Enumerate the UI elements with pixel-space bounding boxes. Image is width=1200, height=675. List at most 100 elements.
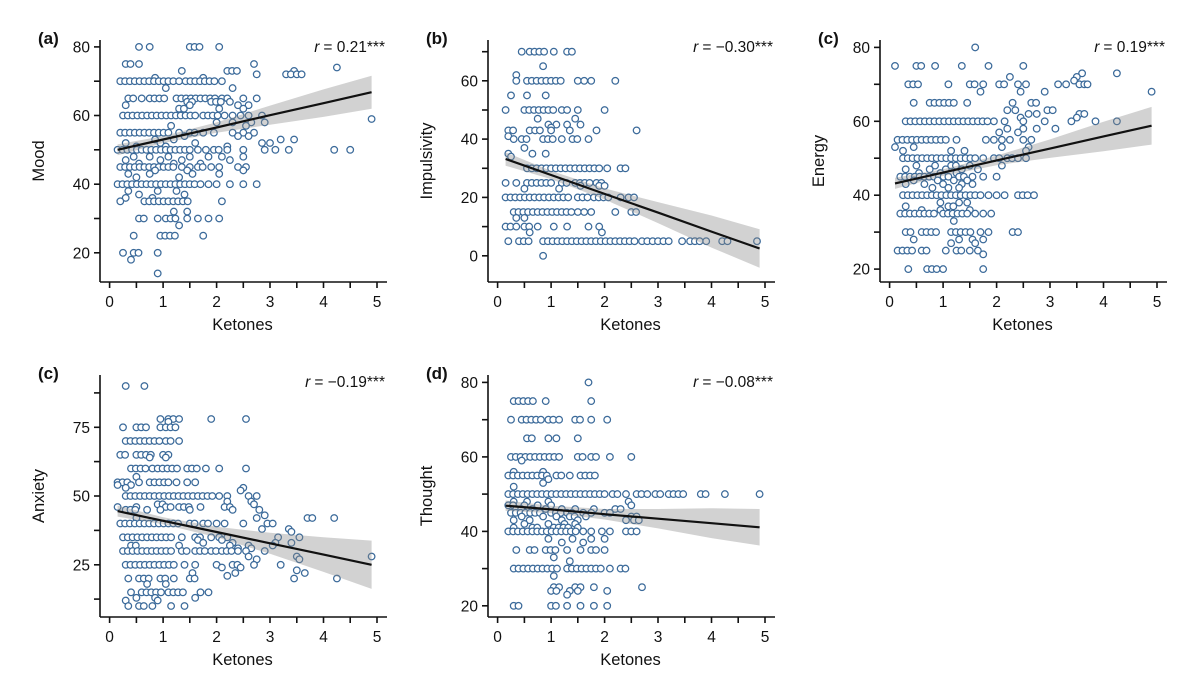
data-point [520, 213, 529, 222]
data-point [979, 209, 988, 218]
data-point [1014, 228, 1022, 237]
data-point [536, 415, 545, 424]
data-point [587, 208, 596, 216]
data-point [549, 106, 558, 114]
data-point [217, 563, 226, 572]
x-tick-label: 0 [105, 294, 114, 311]
data-point [183, 197, 192, 206]
data-point [720, 490, 729, 499]
data-point [167, 533, 176, 542]
data-point [252, 514, 261, 522]
data-point [957, 61, 966, 70]
data-point [904, 265, 913, 274]
data-point [213, 111, 222, 120]
data-point [113, 481, 122, 489]
data-point [963, 176, 972, 185]
data-point [1112, 117, 1121, 126]
data-point [611, 76, 620, 85]
data-point [175, 437, 184, 445]
data-point [952, 135, 961, 144]
data-point [242, 121, 250, 130]
data-point [576, 601, 585, 610]
data-point [983, 117, 992, 126]
data-point [901, 165, 910, 174]
data-point [242, 464, 250, 473]
data-point [643, 490, 652, 499]
data-point [1005, 72, 1014, 81]
x-axis-title: Ketones [212, 651, 273, 669]
data-point [151, 166, 160, 175]
y-tick-label: 80 [853, 40, 871, 57]
y-tick-label: 20 [73, 245, 91, 262]
data-point [1000, 117, 1009, 126]
data-point [276, 560, 285, 569]
data-point [514, 601, 523, 610]
data-point [981, 135, 990, 144]
data-point [702, 237, 711, 246]
data-point [1005, 135, 1014, 144]
scatter-points [504, 378, 764, 610]
data-point [139, 214, 148, 223]
data-point [563, 546, 572, 554]
panel-label: (d) [426, 364, 448, 383]
y-tick-label: 80 [461, 375, 479, 392]
data-point [517, 512, 526, 521]
data-point [134, 248, 143, 257]
data-point [941, 135, 950, 144]
data-point [185, 145, 194, 154]
data-point [966, 228, 975, 237]
data-point [539, 251, 548, 260]
data-point [119, 423, 127, 432]
data-point [129, 94, 138, 103]
data-point [178, 588, 187, 597]
data-point [346, 145, 355, 154]
data-point [1147, 87, 1156, 96]
panel-label: (c) [38, 364, 59, 383]
data-point [621, 564, 630, 573]
data-point [1040, 87, 1049, 96]
data-point [603, 415, 612, 424]
data-point [955, 235, 964, 244]
data-point [627, 501, 636, 510]
x-axis-title: Ketones [992, 316, 1053, 334]
data-point [984, 228, 993, 237]
data-point [217, 536, 226, 544]
data-point [509, 126, 518, 135]
data-point [939, 180, 948, 189]
data-point [260, 511, 269, 520]
data-point [995, 128, 1004, 137]
data-point [215, 104, 224, 113]
x-axis-title: Ketones [600, 651, 661, 669]
data-point [933, 176, 942, 185]
data-point [308, 514, 317, 522]
data-point [539, 512, 548, 521]
data-point [909, 98, 918, 107]
data-point [239, 519, 248, 528]
data-point [198, 163, 207, 171]
data-point [501, 178, 510, 187]
data-point [164, 478, 173, 487]
data-point [139, 602, 148, 610]
data-point [135, 478, 143, 487]
data-point [196, 588, 205, 597]
data-point [540, 47, 549, 56]
data-point [1083, 80, 1092, 89]
data-point [196, 503, 205, 511]
data-point [914, 80, 922, 89]
data-point [204, 519, 212, 528]
scatter-points [501, 47, 761, 260]
y-tick-label: 20 [461, 598, 479, 615]
data-point [548, 135, 557, 144]
data-point [195, 42, 204, 51]
data-point [1078, 69, 1087, 78]
data-point [979, 154, 988, 163]
data-point [225, 97, 234, 106]
data-point [225, 156, 234, 165]
panel-cell-d: 0 1 2 3 4 5 20 40 60 80 Ketones Thought (d) r = −0.08*… [400, 340, 785, 670]
panel-cell-c-bottom: 0 1 2 3 4 5 25 50 75 Ketones Anxiety (c) r = −0.19*** [12, 340, 397, 670]
data-point [228, 84, 237, 93]
data-point [605, 527, 614, 536]
data-point [971, 43, 980, 52]
data-point [971, 209, 980, 218]
y-tick-label: 20 [853, 262, 871, 279]
